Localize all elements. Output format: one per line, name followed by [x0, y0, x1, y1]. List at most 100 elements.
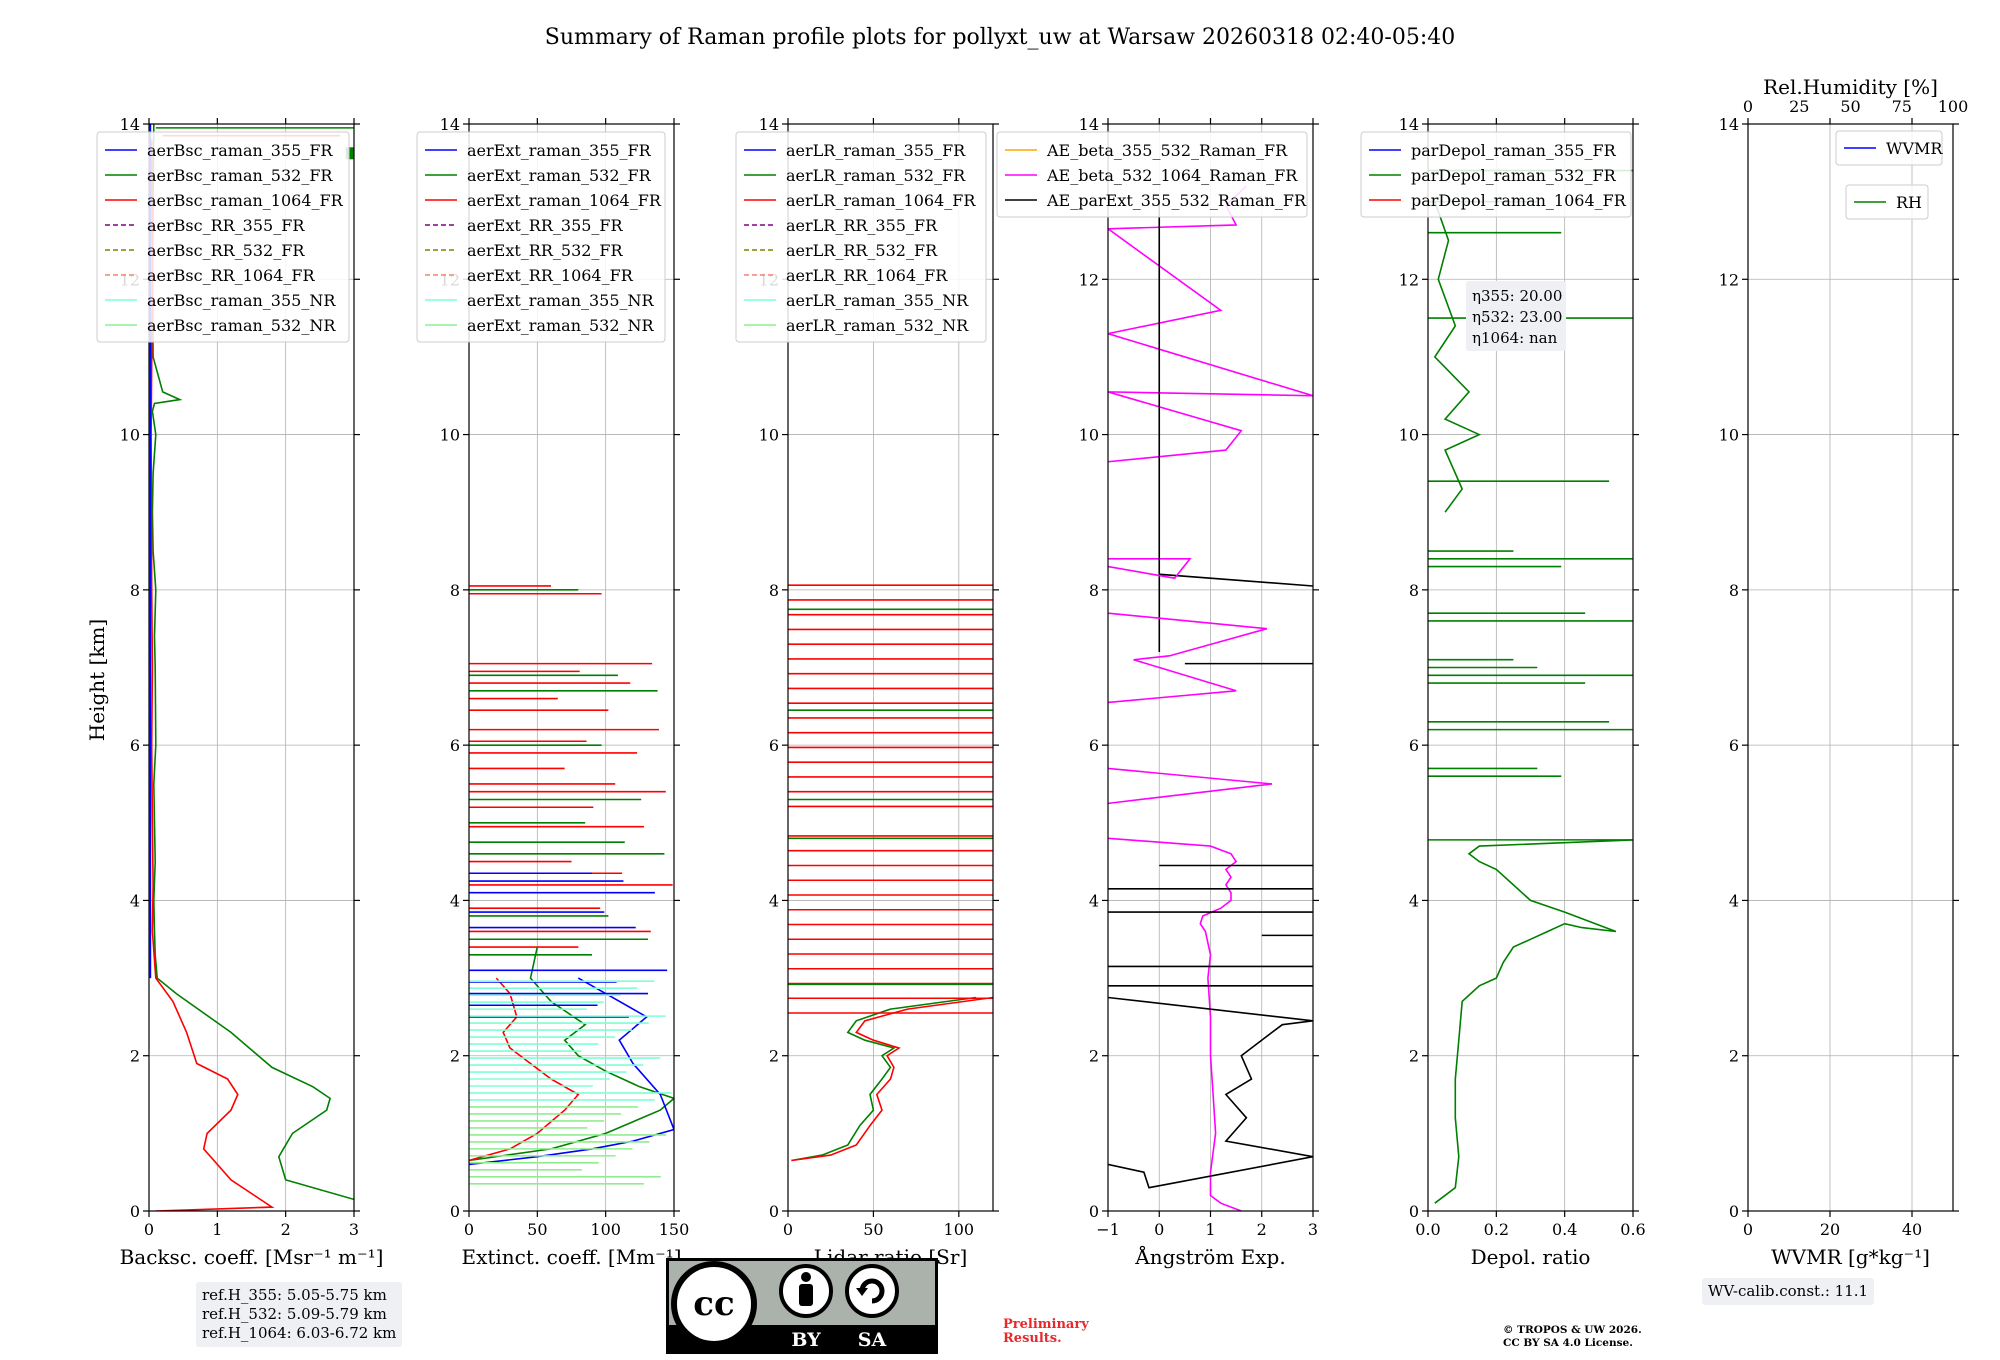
legend: parDepol_raman_355_FR parDepol_raman_532_… [1360, 131, 1632, 218]
legend-item: WVMR [1886, 139, 1943, 158]
legend-item: RH [1896, 193, 1922, 212]
depol-upper [1433, 201, 1482, 513]
cc-logo-text: cc [693, 1284, 734, 1324]
legend-frame [1360, 131, 1632, 218]
x-tick-label: 1 [212, 1220, 222, 1239]
ae-beta-mid [1108, 557, 1192, 580]
x-axis-label: Extinct. coeff. [Mm⁻¹] [461, 1245, 681, 1269]
panel-backscatter: 012302468101214Backsc. coeff. [Msr⁻¹ m⁻¹… [96, 115, 383, 1269]
data-area [469, 585, 674, 1185]
y-axis-label: Height [km] [85, 619, 109, 741]
legend-item: parDepol_raman_355_FR [1411, 141, 1617, 160]
x-tick-label: −1 [1096, 1220, 1120, 1239]
y-tick-label: 0 [130, 1202, 140, 1221]
series-AE_beta_532_1064_Raman_FR [1108, 837, 1242, 1211]
legend: AE_beta_355_532_Raman_FR AE_beta_532_1064… [996, 131, 1308, 218]
data-area [1108, 185, 1313, 1211]
axes-frame [468, 123, 675, 1212]
legend-item: aerBsc_raman_532_FR [147, 166, 333, 185]
y-tick-label: 8 [1729, 581, 1739, 600]
y-tick-label: 14 [1719, 115, 1739, 134]
y-tick-label: 2 [130, 1047, 140, 1066]
y-tick-label: 14 [1079, 115, 1099, 134]
eta-line: η355: 20.00 [1472, 287, 1562, 305]
y-tick-label: 0 [1409, 1202, 1419, 1221]
ae-beta-mid2 [1108, 612, 1268, 704]
sa-icon [845, 1264, 899, 1318]
legend-frame [96, 131, 350, 343]
preliminary-results-note: Preliminary Results. [1003, 1318, 1089, 1346]
copyright-line-1: © TROPOS & UW 2026. [1503, 1324, 1642, 1336]
x-tick-label: 2 [1257, 1220, 1267, 1239]
top-tick-label: 75 [1892, 97, 1912, 116]
legend: WVMR RH [1835, 130, 1943, 220]
series-aerLR_raman_1064_FR [791, 996, 993, 1162]
preliminary-line-2: Results. [1003, 1331, 1062, 1346]
y-tick-label: 0 [1089, 1202, 1099, 1221]
y-tick-label: 4 [450, 891, 460, 910]
legend-item: aerBsc_RR_532_FR [147, 241, 305, 260]
sa-icon-arrowhead [856, 1288, 868, 1296]
legend-item: parDepol_raman_532_FR [1411, 166, 1617, 185]
legend-item: aerExt_raman_532_NR [467, 316, 655, 335]
preliminary-line-1: Preliminary [1003, 1317, 1089, 1332]
reference-heights-box: ref.H_355: 5.05-5.75 km ref.H_532: 5.09-… [196, 1282, 403, 1347]
series-aerLR_raman_532_FR [791, 996, 977, 1162]
x-tick-label: 40 [1902, 1220, 1922, 1239]
legend-item: aerBsc_RR_1064_FR [147, 266, 316, 285]
y-tick-label: 6 [1089, 736, 1099, 755]
legend-frame [735, 131, 987, 343]
y-tick-label: 10 [440, 426, 460, 445]
ref-height-532: ref.H_532: 5.09-5.79 km [202, 1305, 387, 1323]
data-area [788, 584, 993, 1162]
series-parDepol_raman_532_FR [1434, 839, 1633, 1204]
y-tick-label: 2 [450, 1047, 460, 1066]
legend-item: aerBsc_raman_355_NR [147, 291, 336, 310]
cc-by-sa-license-badge: cc BY SA [666, 1258, 938, 1354]
y-tick-label: 14 [1399, 115, 1419, 134]
copyright-line-2: CC BY SA 4.0 License. [1503, 1337, 1633, 1349]
x-tick-label: 0.2 [1484, 1220, 1509, 1239]
legend-item: aerLR_raman_355_NR [786, 291, 969, 310]
axes-frame [148, 123, 355, 1212]
x-tick-label: 0 [783, 1220, 793, 1239]
y-tick-label: 0 [1729, 1202, 1739, 1221]
axes-frame [1427, 123, 1634, 1212]
x-tick-label: 50 [527, 1220, 547, 1239]
top-tick-label: 100 [1938, 97, 1969, 116]
y-tick-label: 14 [120, 115, 140, 134]
copyright-note: © TROPOS & UW 2026. CC BY SA 4.0 License… [1503, 1324, 1642, 1350]
y-tick-label: 6 [1729, 736, 1739, 755]
x-tick-label: 0.0 [1415, 1220, 1440, 1239]
wv-calibration-text: WV-calib.const.: 11.1 [1708, 1282, 1869, 1300]
sa-label: SA [858, 1329, 887, 1351]
x-tick-label: 1 [1205, 1220, 1215, 1239]
legend-item: aerBsc_raman_1064_FR [147, 191, 344, 210]
y-tick-label: 4 [130, 891, 140, 910]
y-tick-label: 2 [769, 1047, 779, 1066]
legend-frame [996, 131, 1308, 218]
series-AE_parExt_355_532_Raman_FR_upper [1158, 573, 1313, 652]
x-tick-label: 150 [659, 1220, 690, 1239]
y-tick-label: 2 [1089, 1047, 1099, 1066]
series-aerBsc_raman_532_FR [151, 124, 354, 1201]
x-tick-label: 2 [281, 1220, 291, 1239]
legend-item: aerExt_raman_532_FR [467, 166, 652, 185]
legend-item: aerLR_RR_1064_FR [786, 266, 948, 285]
figure-title: Summary of Raman profile plots for polly… [545, 25, 1455, 50]
y-tick-label: 4 [1729, 891, 1739, 910]
series-aerExt_raman_355_FR [469, 977, 674, 1166]
x-tick-label: 0.4 [1552, 1220, 1577, 1239]
legend: aerExt_raman_355_FR aerExt_raman_532_FRae… [416, 131, 666, 343]
panel-lidar_ratio: 05010002468101214Lidar ratio [Sr]aerLR_r… [735, 115, 999, 1269]
axes-frame [1747, 123, 1954, 1212]
legend-item: parDepol_raman_1064_FR [1411, 191, 1627, 210]
eta-line: η532: 23.00 [1472, 308, 1562, 326]
wv-calibration-box: WV-calib.const.: 11.1 [1702, 1278, 1875, 1305]
legend-item: aerBsc_raman_532_NR [147, 316, 336, 335]
legend-item: aerLR_raman_532_FR [786, 166, 966, 185]
legend-item: AE_beta_355_532_Raman_FR [1046, 141, 1288, 160]
data-area [1428, 169, 1633, 1204]
